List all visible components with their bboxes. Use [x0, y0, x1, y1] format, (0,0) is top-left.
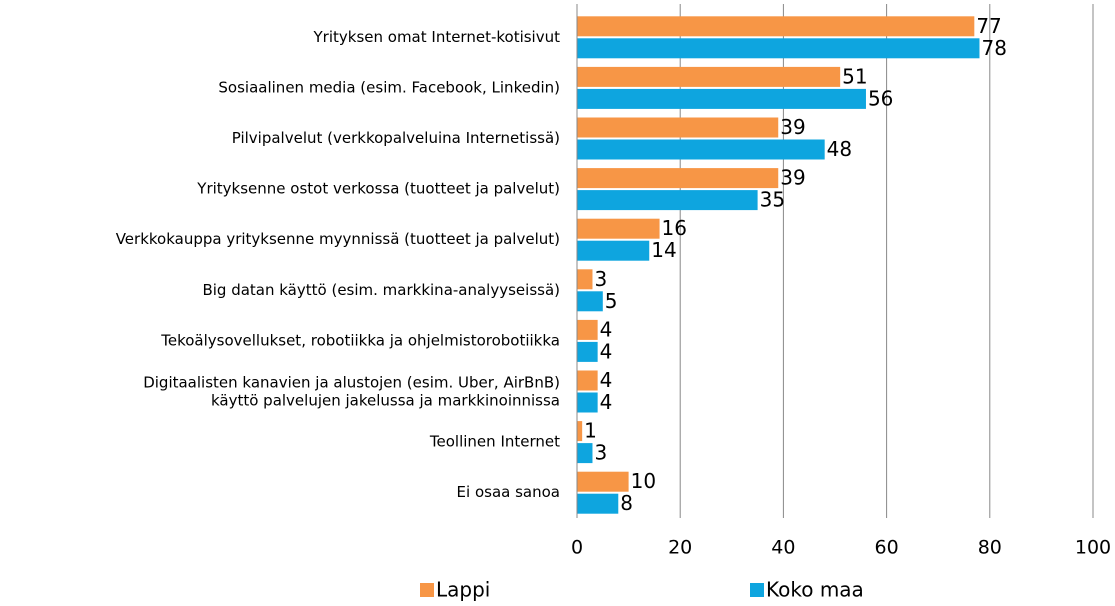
x-tick-label: 40 [771, 537, 795, 559]
bar [577, 341, 598, 362]
category-label: Tekoälysovellukset, robotiikka ja ohjelm… [160, 331, 560, 349]
x-tick-label: 60 [875, 537, 899, 559]
bar [577, 443, 593, 464]
bar [577, 269, 593, 290]
value-label: 8 [620, 491, 633, 515]
bar [577, 38, 980, 59]
value-label: 39 [780, 166, 805, 190]
bar [577, 218, 660, 239]
legend-swatch [750, 583, 764, 597]
value-label: 35 [760, 188, 785, 212]
value-label: 3 [594, 441, 607, 465]
category-label: Teollinen Internet [429, 433, 560, 451]
value-label: 16 [662, 216, 687, 240]
value-label: 78 [981, 36, 1006, 60]
bar [577, 66, 841, 87]
x-tick-label: 80 [978, 537, 1002, 559]
bar [577, 168, 779, 189]
value-label: 4 [600, 339, 613, 363]
value-label: 4 [600, 317, 613, 341]
bar [577, 319, 598, 340]
bar [577, 16, 975, 37]
bar [577, 493, 619, 514]
bar [577, 117, 779, 138]
x-tick-label: 0 [571, 537, 583, 559]
value-label: 5 [605, 289, 618, 313]
bar [577, 240, 650, 261]
value-label: 4 [600, 368, 613, 392]
x-tick-label: 100 [1075, 537, 1111, 559]
bar [577, 139, 825, 160]
legend-label: Lappi [436, 578, 490, 602]
value-label: 3 [594, 267, 607, 291]
legend-swatch [420, 583, 434, 597]
value-label: 51 [842, 64, 867, 88]
legend-label: Koko maa [766, 578, 864, 602]
value-label: 56 [868, 86, 893, 110]
category-label: Verkkokauppa yrityksenne myynnissä (tuot… [116, 230, 560, 248]
value-label: 77 [976, 14, 1001, 38]
category-label: Yrityksen omat Internet-kotisivut [313, 28, 561, 46]
category-label: Big datan käyttö (esim. markkina-analyys… [202, 281, 560, 299]
bar [577, 88, 866, 109]
x-tick-label: 20 [668, 537, 692, 559]
value-label: 4 [600, 390, 613, 414]
bar [577, 291, 603, 312]
value-label: 14 [651, 238, 676, 262]
value-label: 48 [827, 137, 852, 161]
bar [577, 392, 598, 413]
value-label: 1 [584, 419, 597, 443]
category-label: Pilvipalvelut (verkkopalveluina Internet… [232, 129, 560, 147]
category-label: Digitaalisten kanavien ja alustojen (esi… [143, 373, 560, 409]
bar [577, 421, 583, 442]
value-label: 39 [780, 115, 805, 139]
category-label: Sosiaalinen media (esim. Facebook, Linke… [218, 78, 560, 96]
bar [577, 370, 598, 391]
bar [577, 471, 629, 492]
category-label: Yrityksenne ostot verkossa (tuotteet ja … [196, 180, 560, 198]
value-label: 10 [631, 469, 656, 493]
category-label: Ei osaa sanoa [457, 483, 560, 501]
bar [577, 190, 758, 211]
